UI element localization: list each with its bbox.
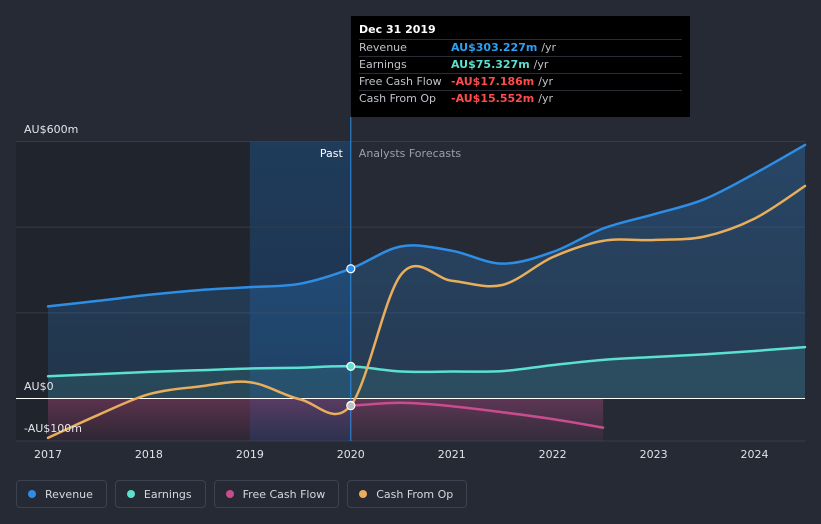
legend-item-revenue[interactable]: Revenue [16, 480, 107, 508]
legend-item-cash-from-op[interactable]: Cash From Op [347, 480, 468, 508]
tooltip-value: -AU$15.552m [451, 92, 535, 105]
tooltip-row-free-cash-flow: Free Cash Flow -AU$17.186m /yr [359, 73, 682, 90]
forecast-label: Analysts Forecasts [359, 147, 462, 160]
tooltip-value: -AU$17.186m [451, 75, 535, 88]
tooltip-date: Dec 31 2019 [359, 23, 436, 36]
legend-dot-icon [359, 490, 368, 498]
y-tick-label: AU$0 [24, 380, 54, 393]
tooltip-unit: /yr [533, 58, 549, 71]
free-cash-flow-line [349, 401, 605, 429]
tooltip-row-revenue: Revenue AU$303.227m /yr [359, 39, 682, 56]
tooltip-value: AU$303.227m [451, 41, 538, 54]
tooltip-unit: /yr [538, 75, 553, 88]
earnings-line [46, 345, 807, 378]
tooltip-row-earnings: Earnings AU$75.327m /yr [359, 56, 682, 73]
legend-item-earnings[interactable]: Earnings [114, 480, 206, 508]
revenue-line [46, 143, 807, 308]
legend-dot-icon [28, 490, 36, 498]
tooltip-label: Revenue [359, 41, 407, 54]
x-tick-label: 2021 [438, 448, 466, 461]
legend-label: Free Cash Flow [242, 487, 326, 501]
legend-dot-icon [126, 490, 135, 498]
legend-label: Cash From Op [376, 487, 454, 501]
past-label: Past [320, 147, 344, 160]
x-tick-label: 2020 [337, 448, 365, 461]
legend: Revenue Earnings Free Cash Flow Cash Fro… [16, 480, 468, 508]
x-tick-label: 2018 [135, 448, 163, 461]
tooltip-label: Free Cash Flow [359, 75, 442, 88]
x-tick-label: 2023 [640, 448, 668, 461]
legend-dot-icon [225, 490, 234, 498]
tooltip-unit: /yr [538, 92, 553, 105]
tooltip: Dec 31 2019 Revenue AU$303.227m /yr Earn… [351, 16, 690, 117]
tooltip-row-cash-from-op: Cash From Op -AU$15.552m /yr [359, 90, 682, 107]
y-tick-label: AU$600m [24, 123, 78, 136]
x-tick-label: 2024 [741, 448, 769, 461]
x-tick-label: 2022 [539, 448, 567, 461]
x-tick-label: 2017 [34, 448, 62, 461]
revenue-marker [346, 264, 356, 274]
tooltip-value: AU$75.327m [451, 58, 530, 71]
legend-label: Earnings [143, 487, 192, 501]
cash-from-op-line [46, 184, 807, 440]
revenue-area [48, 144, 805, 399]
tooltip-label: Cash From Op [359, 92, 437, 105]
legend-item-free-cash-flow[interactable]: Free Cash Flow [213, 480, 340, 508]
tooltip-label: Earnings [359, 58, 407, 71]
legend-label: Revenue [45, 487, 93, 501]
free-cash-flow-marker [346, 401, 356, 411]
earnings-marker [346, 361, 356, 371]
x-tick-label: 2019 [236, 448, 264, 461]
y-tick-label: -AU$100m [24, 422, 82, 435]
tooltip-unit: /yr [541, 41, 557, 54]
negative-cash-area [48, 398, 604, 441]
